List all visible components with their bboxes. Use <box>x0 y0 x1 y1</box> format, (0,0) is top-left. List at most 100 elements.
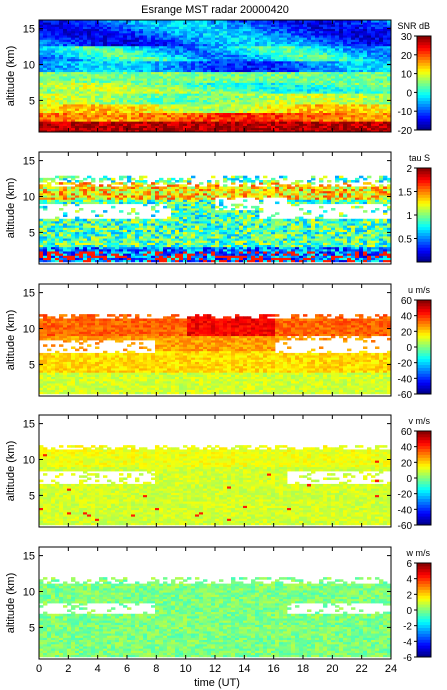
heatmap-cell <box>159 50 164 53</box>
heatmap-cell <box>135 108 140 111</box>
heatmap-cell <box>183 30 188 34</box>
heatmap-cell <box>95 125 100 129</box>
heatmap-cell <box>199 30 204 34</box>
heatmap-cell <box>51 91 56 94</box>
heatmap-cell <box>283 56 288 60</box>
heatmap-cell <box>59 97 64 101</box>
heatmap-cell <box>175 39 180 42</box>
heatmap-cell <box>203 37 208 40</box>
heatmap-cell <box>243 97 248 101</box>
heatmap-cell <box>103 69 108 73</box>
heatmap-cell <box>235 106 240 109</box>
heatmap-cell <box>63 63 68 66</box>
heatmap-cell <box>167 110 172 114</box>
heatmap-cell <box>147 73 152 77</box>
heatmap-cell <box>79 114 84 118</box>
heatmap-cell <box>119 39 124 42</box>
heatmap-cell <box>279 37 284 40</box>
heatmap-cell <box>43 205 48 209</box>
heatmap-cell <box>227 91 232 94</box>
heatmap-cell <box>71 69 76 73</box>
heatmap-cell <box>135 69 140 73</box>
heatmap-cell <box>103 45 108 49</box>
heatmap-cell <box>83 56 88 60</box>
heatmap-cell <box>59 24 64 27</box>
heatmap-cell <box>175 86 180 90</box>
heatmap-cell <box>195 125 200 129</box>
heatmap-cell <box>95 26 100 30</box>
heatmap-cell <box>179 104 184 107</box>
heatmap-cell <box>251 84 256 88</box>
heatmap-cell <box>79 45 84 49</box>
heatmap-cell <box>71 91 76 94</box>
heatmap-cell <box>135 86 140 90</box>
heatmap-cell <box>263 41 268 45</box>
heatmap-cell <box>95 101 100 105</box>
heatmap-cell <box>127 86 132 90</box>
heatmap-cell <box>67 106 72 109</box>
heatmap-cell <box>55 101 60 105</box>
heatmap-cell <box>63 43 68 47</box>
heatmap-cell <box>111 41 116 45</box>
heatmap-cell <box>267 80 272 83</box>
heatmap-cell <box>259 69 264 73</box>
heatmap-cell <box>239 41 244 45</box>
heatmap-cell <box>119 35 124 38</box>
heatmap-cell <box>55 119 60 122</box>
heatmap-cell <box>247 86 252 90</box>
heatmap-cell <box>111 88 116 92</box>
heatmap-cell <box>95 76 100 79</box>
heatmap-cell <box>119 71 124 75</box>
heatmap-cell <box>79 71 84 75</box>
heatmap-cell <box>131 56 136 60</box>
heatmap-cell <box>191 60 196 64</box>
heatmap-cell <box>259 32 264 36</box>
heatmap-cell <box>223 28 228 32</box>
heatmap-cell <box>43 52 48 55</box>
colorbar-step <box>417 36 431 40</box>
heatmap-cell <box>239 73 244 77</box>
heatmap-cell <box>91 121 96 124</box>
heatmap-cell <box>151 82 156 86</box>
heatmap-cell <box>103 112 108 116</box>
heatmap-cell <box>251 125 256 129</box>
heatmap-cell <box>219 28 224 32</box>
heatmap-cell <box>183 121 188 124</box>
heatmap-cell <box>39 108 44 111</box>
heatmap-cell <box>39 106 44 109</box>
heatmap-cell <box>199 129 204 133</box>
heatmap-cell <box>187 20 192 23</box>
heatmap-cell <box>99 82 104 86</box>
heatmap-cell <box>159 86 164 90</box>
heatmap-cell <box>159 125 164 129</box>
heatmap-cell <box>155 116 160 120</box>
heatmap-cell <box>155 37 160 40</box>
heatmap-cell <box>91 116 96 120</box>
heatmap-cell <box>47 20 52 23</box>
heatmap-cell <box>115 86 120 90</box>
heatmap-cell <box>67 116 72 120</box>
heatmap-cell <box>91 37 96 40</box>
heatmap-cell <box>223 60 228 64</box>
heatmap-cell <box>275 97 280 101</box>
heatmap-cell <box>131 50 136 53</box>
heatmap-cell <box>247 58 252 62</box>
heatmap-cell <box>283 30 288 34</box>
heatmap-cell <box>123 50 128 53</box>
heatmap-cell <box>175 76 180 79</box>
heatmap-cell <box>211 63 216 66</box>
heatmap-cell <box>255 32 260 36</box>
heatmap-cell <box>183 116 188 120</box>
heatmap-cell <box>107 112 112 116</box>
heatmap-cell <box>275 39 280 42</box>
heatmap-cell <box>155 43 160 47</box>
heatmap-cell <box>55 69 60 73</box>
heatmap-cell <box>43 30 48 34</box>
heatmap-cell <box>111 82 116 86</box>
heatmap-cell <box>91 127 96 131</box>
heatmap-cell <box>251 24 256 27</box>
heatmap-cell <box>263 71 268 75</box>
heatmap-cell <box>227 97 232 101</box>
heatmap-cell <box>171 41 176 45</box>
heatmap-cell <box>95 99 100 103</box>
